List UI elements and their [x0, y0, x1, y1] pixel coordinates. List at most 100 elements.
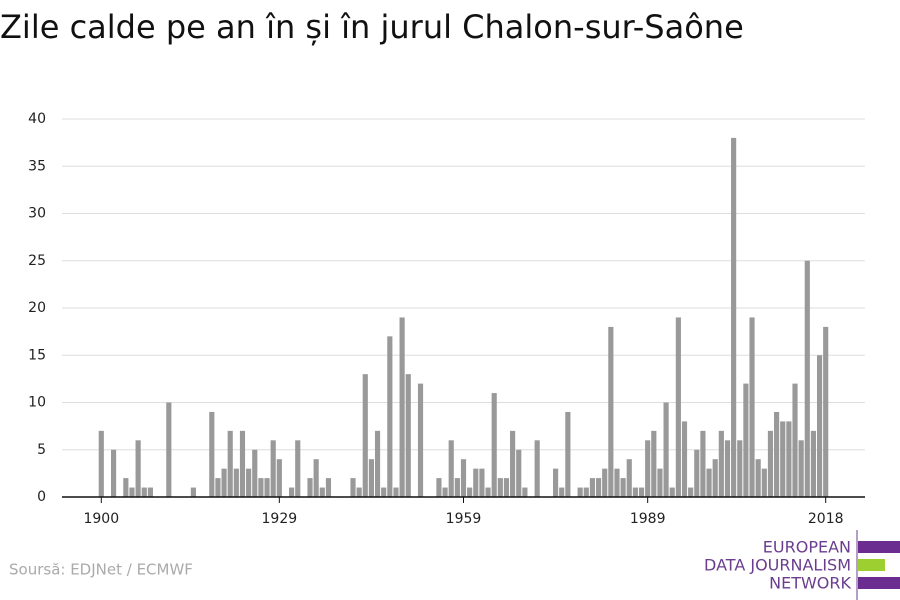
bar [553, 468, 559, 497]
bar [755, 459, 761, 497]
bar [497, 478, 503, 497]
bar [749, 317, 755, 497]
bar [399, 317, 405, 497]
bar [620, 478, 626, 497]
logo-text: EUROPEAN [763, 538, 851, 557]
bar [700, 430, 706, 497]
bar [565, 411, 571, 497]
bar [252, 449, 258, 497]
bar [583, 487, 589, 497]
bar [270, 440, 276, 497]
bar [589, 478, 596, 497]
y-tick-label: 40 [28, 111, 46, 127]
logo: EUROPEAN DATA JOURNALISM NETWORK [704, 530, 900, 600]
bar [669, 487, 675, 497]
bar [522, 487, 528, 497]
bar [761, 468, 767, 497]
bar [804, 260, 810, 497]
y-tick-label: 20 [28, 300, 46, 316]
bar [780, 421, 786, 497]
bar [577, 487, 583, 497]
logo-bar [858, 577, 900, 589]
y-tick-label: 25 [28, 253, 46, 269]
bar [485, 487, 491, 497]
bar [405, 374, 411, 497]
bar [645, 440, 651, 497]
bar [657, 468, 663, 497]
bar [319, 487, 325, 497]
bar [387, 336, 393, 497]
bar [356, 487, 362, 497]
x-tick-label: 2018 [808, 511, 844, 527]
bar [350, 478, 356, 497]
y-tick-label: 35 [28, 158, 46, 174]
bar [632, 487, 638, 497]
bar [135, 440, 141, 497]
bar [276, 459, 282, 497]
bar [442, 487, 448, 497]
bar [141, 487, 147, 497]
bar [368, 459, 374, 497]
bar [417, 383, 424, 497]
bar [239, 430, 246, 497]
logo-bar [858, 541, 900, 553]
bar [774, 411, 780, 497]
bar [325, 478, 332, 497]
bar [129, 487, 135, 497]
bar [510, 430, 516, 497]
bar [98, 430, 104, 497]
bar [694, 449, 700, 497]
bar [638, 487, 645, 497]
bar [767, 430, 774, 497]
bar [681, 421, 688, 497]
bar [393, 487, 399, 497]
bar [209, 411, 215, 497]
bar [307, 478, 313, 497]
bar [663, 402, 669, 497]
bar [123, 478, 129, 497]
bar [448, 440, 454, 497]
bar [454, 478, 460, 497]
bar [688, 487, 694, 497]
y-tick-label: 0 [37, 489, 46, 505]
bar [706, 468, 712, 497]
logo-text: NETWORK [769, 574, 851, 593]
bar [295, 440, 301, 497]
bar [374, 430, 381, 497]
bar [190, 487, 196, 497]
bar [626, 459, 632, 497]
bar [503, 478, 510, 497]
bar [675, 317, 681, 497]
bar [381, 487, 387, 497]
bar [289, 487, 295, 497]
y-tick-label: 15 [28, 347, 46, 363]
bar [602, 468, 608, 497]
bar [215, 478, 221, 497]
bar [166, 402, 172, 497]
bar [823, 326, 829, 497]
y-tick-label: 10 [28, 395, 46, 411]
bar [479, 468, 485, 497]
bar [460, 459, 467, 497]
bar [221, 468, 227, 497]
bar [110, 449, 117, 497]
x-tick-label: 1989 [630, 511, 666, 527]
bar [491, 393, 497, 497]
bar [534, 440, 540, 497]
bar [743, 383, 749, 497]
bar [467, 487, 473, 497]
bar [595, 478, 602, 497]
bar [651, 430, 657, 497]
bar [810, 430, 817, 497]
bar [798, 440, 804, 497]
x-tick-label: 1929 [262, 511, 298, 527]
bar [559, 487, 565, 497]
bar [724, 440, 731, 497]
bar [614, 468, 620, 497]
x-tick-label: 1959 [446, 511, 482, 527]
chart-title: Zile calde pe an în și în jurul Chalon-s… [0, 8, 744, 46]
bar [718, 430, 724, 497]
bar [246, 468, 252, 497]
bar [362, 374, 368, 497]
